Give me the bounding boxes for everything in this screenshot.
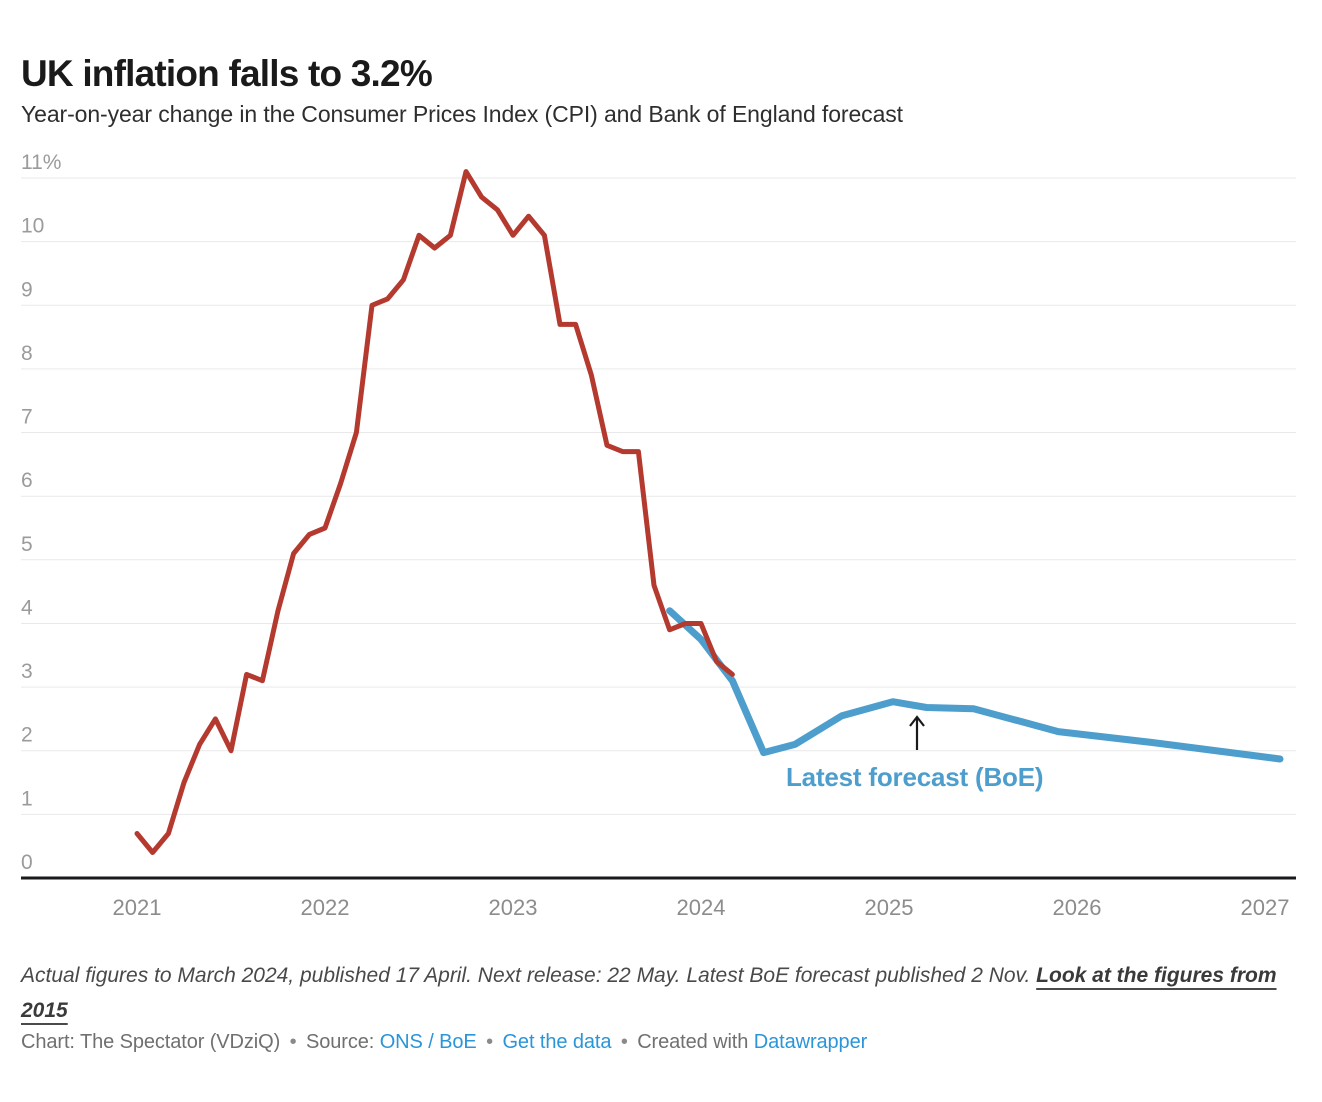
- y-axis-tick-label: 11%: [21, 151, 61, 174]
- x-axis-tick-label: 2021: [113, 895, 162, 920]
- y-axis-tick-label: 1: [21, 787, 33, 810]
- y-axis-tick-label: 9: [21, 278, 33, 301]
- y-axis-tick-label: 0: [21, 851, 33, 874]
- separator-dot: •: [486, 1031, 493, 1053]
- footnote-link[interactable]: Look at the figures from 2015: [21, 964, 1277, 1022]
- credit-created-with-label: Created with: [637, 1031, 749, 1053]
- y-axis-tick-label: 7: [21, 406, 33, 429]
- x-axis-tick-label: 2022: [301, 895, 350, 920]
- inflation-chart: 0 1 2 3 4 5 6 7 8 9 10 11% 2021 2022 2023 2024 2025 2026 2…: [21, 151, 1296, 920]
- y-axis-tick-label: 5: [21, 533, 33, 556]
- cpi-actual-line: [134, 169, 735, 855]
- x-axis-tick-label: 2023: [489, 895, 538, 920]
- credit-chart-label: Chart: The Spectator (VDziQ): [21, 1031, 281, 1053]
- footnote: Actual figures to March 2024, published …: [21, 959, 1277, 1028]
- separator-dot: •: [620, 1031, 628, 1053]
- boe-forecast-line: [666, 607, 1284, 763]
- page-subtitle: Year-on-year change in the Consumer Pric…: [21, 101, 903, 127]
- source-link[interactable]: ONS / BoE: [379, 1031, 477, 1053]
- footnote-text: Actual figures to March 2024, published …: [21, 964, 1037, 987]
- credit-line: Chart: The Spectator (VDziQ) • Source: O…: [21, 1031, 867, 1054]
- y-axis-tick-label: 8: [21, 342, 33, 365]
- x-axis-tick-label: 2024: [677, 895, 726, 920]
- y-axis-tick-label: 2: [21, 724, 33, 747]
- x-axis-tick-label: 2027: [1241, 895, 1290, 920]
- y-axis-tick-label: 4: [21, 597, 33, 620]
- x-axis-tick-label: 2026: [1053, 895, 1102, 920]
- annotation-arrowhead: [909, 715, 925, 727]
- y-axis-tick-label: 6: [21, 469, 33, 492]
- y-axis-tick-label: 3: [21, 660, 33, 683]
- get-the-data-link[interactable]: Get the data: [502, 1031, 612, 1053]
- y-axis-tick-label: 10: [21, 215, 44, 238]
- separator-dot: •: [289, 1031, 297, 1053]
- credit-source-label: Source:: [306, 1031, 375, 1053]
- forecast-annotation-label: Latest forecast (BoE): [786, 762, 1043, 792]
- datawrapper-link[interactable]: Datawrapper: [753, 1031, 868, 1053]
- x-axis-tick-label: 2025: [865, 895, 914, 920]
- page-title: UK inflation falls to 3.2%: [21, 52, 433, 94]
